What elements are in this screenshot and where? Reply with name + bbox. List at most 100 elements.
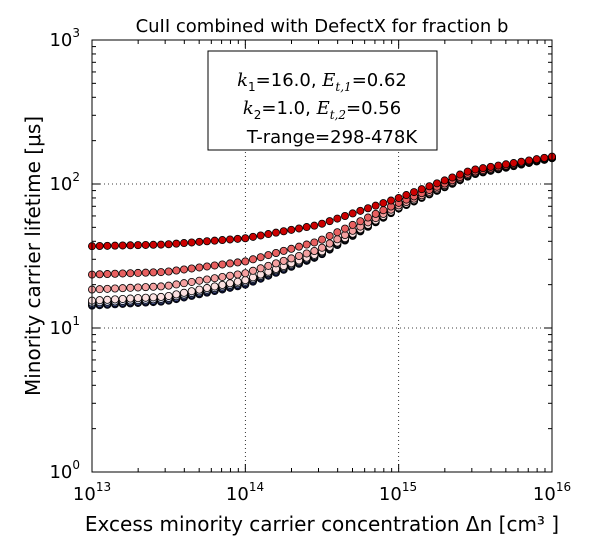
data-point (126, 283, 135, 292)
data-point (126, 269, 135, 278)
data-point (210, 274, 219, 283)
y-tick-label: 102 (49, 170, 80, 195)
x-tick-label: 1014 (226, 480, 264, 505)
data-point (256, 264, 265, 273)
data-point (302, 249, 311, 258)
data-point (141, 293, 150, 302)
data-point (225, 279, 234, 288)
data-point (210, 236, 219, 245)
data-point (126, 294, 135, 303)
annotation-box: k1=16.0, Et,1=0.62 k2=1.0, Et,2=0.56 T-r… (207, 50, 438, 151)
data-point (371, 201, 380, 210)
data-point (494, 161, 503, 170)
data-point (325, 231, 334, 240)
data-point (172, 290, 181, 299)
data-point (356, 206, 365, 215)
y-axis-label: Minority carrier lifetime [μs] (21, 116, 45, 396)
data-point (333, 235, 342, 244)
data-point (233, 234, 242, 243)
data-point (233, 277, 242, 286)
data-point (356, 217, 365, 226)
data-point (156, 240, 165, 249)
data-point (179, 279, 188, 288)
data-point (195, 285, 204, 294)
data-point (271, 248, 280, 257)
data-point (149, 293, 158, 302)
data-point (187, 287, 196, 296)
data-point (402, 191, 411, 200)
data-point (118, 284, 127, 293)
data-point (218, 280, 227, 289)
x-tick-label: 1015 (379, 480, 417, 505)
data-point (302, 223, 311, 232)
data-point (287, 244, 296, 253)
chart-title: CuII combined with DefectX for fraction … (136, 16, 509, 37)
data-point (95, 270, 104, 279)
data-point (164, 281, 173, 290)
data-point (164, 240, 173, 249)
data-point (218, 236, 227, 245)
data-point (202, 237, 211, 246)
data-point (133, 283, 142, 292)
data-point (509, 159, 518, 168)
data-point (210, 282, 219, 291)
markers (88, 152, 557, 310)
data-point (118, 241, 127, 250)
data-point (394, 193, 403, 202)
data-point (218, 272, 227, 281)
data-point (141, 283, 150, 292)
data-point (241, 269, 250, 278)
data-point (317, 235, 326, 244)
y-tick-label: 101 (49, 314, 80, 339)
data-point (149, 268, 158, 277)
data-point (233, 258, 242, 267)
data-point (179, 288, 188, 297)
data-point (279, 246, 288, 255)
ticks (91, 39, 553, 473)
data-point (486, 162, 495, 171)
data-point (248, 273, 257, 282)
data-point (103, 295, 112, 304)
data-point (156, 268, 165, 277)
data-point (133, 241, 142, 250)
data-point (156, 292, 165, 301)
data-point (317, 219, 326, 228)
data-point (264, 251, 273, 260)
data-point (149, 282, 158, 291)
data-point (517, 157, 526, 166)
data-point (363, 204, 372, 213)
data-point (379, 199, 388, 208)
data-point (287, 254, 296, 263)
data-point (248, 255, 257, 264)
annotation-frame (207, 50, 438, 151)
data-point (294, 251, 303, 260)
x-tick-labels: 1013 1014 1015 1016 (73, 480, 571, 505)
data-point (141, 240, 150, 249)
data-point (532, 155, 541, 164)
data-point (455, 170, 464, 179)
data-point (141, 268, 150, 277)
data-point (225, 259, 234, 268)
data-point (111, 241, 120, 250)
data-point (156, 282, 165, 291)
x-axis-label: Excess minority carrier concentration Δn… (85, 512, 559, 536)
data-point (425, 182, 434, 191)
data-point (164, 267, 173, 276)
data-point (126, 241, 135, 250)
plot-frame (91, 39, 553, 473)
data-point (310, 221, 319, 230)
data-point (187, 277, 196, 286)
data-point (333, 228, 342, 237)
data-point (202, 284, 211, 293)
data-point (348, 209, 357, 218)
data-point (210, 261, 219, 270)
data-point (225, 235, 234, 244)
annotation-line-1: k1=16.0, Et,1=0.62 (237, 70, 407, 94)
data-point (279, 256, 288, 265)
data-point (202, 275, 211, 284)
data-point (440, 176, 449, 185)
data-point (202, 262, 211, 271)
data-point (409, 188, 418, 197)
data-point (525, 156, 534, 165)
data-point (95, 242, 104, 251)
